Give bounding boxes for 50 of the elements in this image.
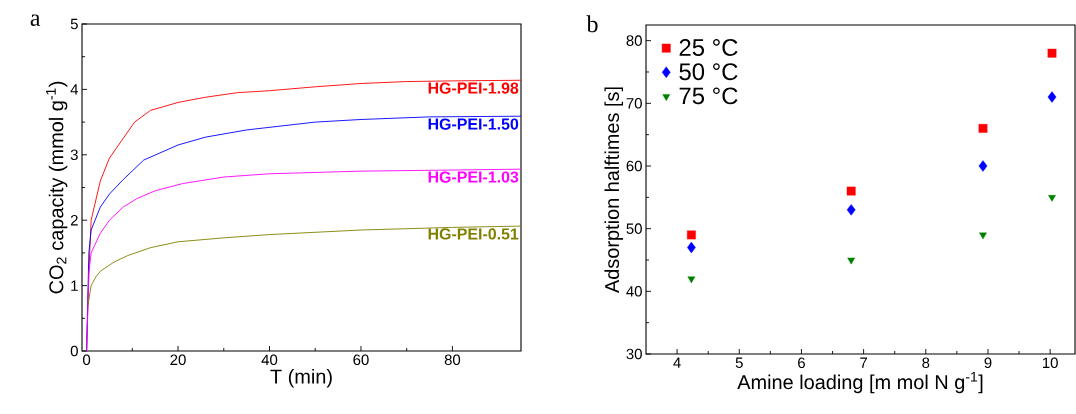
point bbox=[1048, 195, 1056, 202]
line-series bbox=[87, 225, 522, 306]
point bbox=[978, 124, 988, 133]
x-tick-label: 10 bbox=[1042, 357, 1058, 369]
y-tick-label: 2 bbox=[70, 214, 78, 226]
legend-label: 25 °C bbox=[679, 39, 738, 56]
y-tick-label: 0 bbox=[70, 345, 78, 357]
line-series bbox=[86, 168, 522, 352]
point bbox=[1047, 91, 1057, 103]
point bbox=[846, 186, 856, 196]
x-axis-title: T (min) bbox=[270, 368, 332, 388]
x-tick-label: 4 bbox=[673, 357, 681, 368]
x-tick-label: 20 bbox=[170, 354, 186, 366]
y-axis-title: Adsorption halftimes [s] bbox=[604, 87, 624, 294]
point bbox=[846, 204, 856, 216]
chart-title: b bbox=[586, 15, 598, 33]
x-tick-label: 9 bbox=[984, 357, 992, 369]
x-tick-label: 40 bbox=[261, 354, 278, 366]
x-tick-label: 6 bbox=[798, 357, 805, 369]
point bbox=[978, 160, 988, 172]
x-tick-label: 80 bbox=[444, 354, 461, 366]
point bbox=[1047, 48, 1057, 58]
x-tick-label: 8 bbox=[922, 357, 930, 369]
point bbox=[687, 230, 696, 240]
y-tick-label: 50 bbox=[626, 223, 642, 234]
x-tick-label: 0 bbox=[83, 354, 91, 366]
x-axis-title: Amine loading [m mol N g$^{-1}$] bbox=[737, 371, 983, 394]
legend-label: 75 °C bbox=[679, 87, 738, 105]
y-tick-label: 4 bbox=[70, 84, 79, 95]
series-label: HG-PEI-1.98 bbox=[428, 82, 519, 94]
x-tick-label: 60 bbox=[353, 354, 369, 366]
chart-title: a bbox=[30, 14, 41, 26]
series-label: HG-PEI-0.51 bbox=[428, 228, 519, 240]
x-tick-label: 7 bbox=[860, 357, 868, 368]
y-tick-label: 70 bbox=[626, 98, 642, 109]
y-axis-title: CO$_{2}$ capacity (mmol g$^{-1}$) bbox=[46, 81, 68, 294]
y-tick-label: 60 bbox=[626, 160, 642, 172]
series-label: HG-PEI-1.03 bbox=[428, 171, 519, 183]
point bbox=[687, 276, 696, 284]
point bbox=[979, 232, 987, 240]
y-tick-label: 30 bbox=[626, 348, 642, 360]
y-tick-label: 80 bbox=[626, 35, 642, 46]
y-tick-label: 40 bbox=[626, 286, 642, 297]
legend-label: 50 °C bbox=[679, 63, 738, 81]
y-tick-label: 5 bbox=[70, 18, 78, 30]
point bbox=[847, 257, 856, 265]
y-tick-label: 3 bbox=[70, 149, 78, 161]
x-tick-label: 5 bbox=[735, 357, 743, 368]
y-tick-label: 1 bbox=[71, 280, 78, 291]
series-label: HG-PEI-1.50 bbox=[428, 118, 519, 130]
